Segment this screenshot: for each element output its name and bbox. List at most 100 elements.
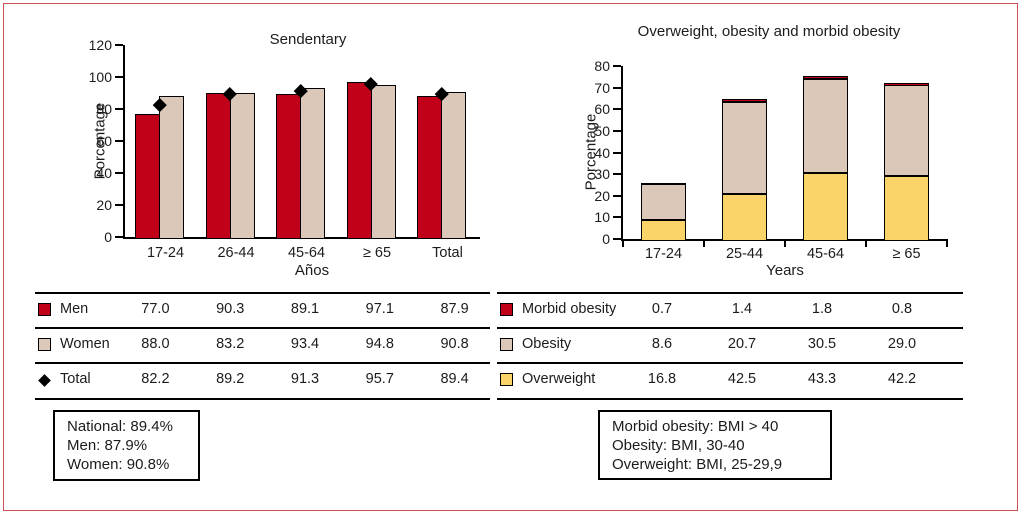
row-label-total: Total [60,371,91,387]
x-category-label-25-44: 25-44 [725,246,764,262]
y-tick-mark [115,76,123,78]
y-tick-mark [613,194,621,197]
bar-women-Total [441,91,466,239]
y-axis-line [123,45,125,239]
table-rule [497,362,963,364]
y-tick-mark [613,86,621,89]
table-cell: 83.2 [216,335,245,352]
y-tick-label: 40 [96,165,112,181]
x-tick-mark [865,241,867,247]
table-cell: 30.5 [807,335,837,352]
table-rule [35,362,490,364]
figure-border-frame [3,3,1018,511]
y-tick-label: 60 [96,133,112,149]
table-cell: 8.6 [651,335,673,352]
y-tick-mark [613,108,621,111]
table-cell: 0.8 [891,300,913,317]
y-tick-mark [613,216,621,219]
y-tick-label: 20 [594,187,610,204]
y-tick-label: 0 [104,229,112,245]
table-cell: 94.8 [365,335,394,352]
y-tick-mark [115,204,123,206]
table-cell: 42.2 [887,371,917,387]
obesity-chart-title: Overweight, obesity and morbid obesity [637,23,901,40]
table-cell: 16.8 [647,371,677,387]
row-label-morbid-obesity: Morbid obesity [522,300,617,317]
y-tick-mark [613,173,621,176]
bar-women-17-24 [159,96,184,239]
bar-women-45-64 [300,87,325,239]
x-category-label-17-24: 17-24 [146,245,185,261]
legend-swatch-red-square [500,302,513,316]
stack-segment-0-45-64 [803,173,848,241]
bar-women-26-44 [229,93,255,239]
table-cell: 89.1 [290,300,320,317]
table-cell: 42.5 [727,371,757,387]
table-cell: 43.3 [807,371,837,387]
table-cell: 77.0 [141,300,170,317]
table-cell: 0.7 [651,300,673,317]
note-line-obesity: Obesity: BMI, 30-40 [612,437,745,454]
y-tick-mark [613,238,621,240]
table-rule [497,292,963,294]
y-tick-label: 60 [594,101,610,118]
table-cell: 89.2 [216,371,245,387]
table-rule [35,398,490,400]
x-tick-mark [784,241,786,247]
row-label-men: Men [60,300,89,317]
y-tick-label: 80 [96,101,112,117]
x-category-label-45-64: 45-64 [806,246,845,262]
row-label-overweight: Overweight [522,371,596,387]
y-axis-line [621,66,623,241]
table-rule [497,398,963,400]
note-line-men: Men: 87.9% [67,437,148,454]
sedentary-x-axis-title: Años [294,262,330,279]
stack-segment-2-25-44 [722,99,767,103]
bmi-definitions-box: Morbid obesity: BMI > 40 Obesity: BMI, 3… [598,410,832,480]
table-cell: 97.1 [365,300,394,317]
table-rule [35,292,490,294]
table-cell: 87.9 [440,300,469,317]
y-tick-label: 10 [594,209,610,226]
y-tick-label: 30 [594,166,610,183]
stack-segment-0-17-24 [641,220,686,241]
x-category-label-45-64: 45-64 [287,245,326,261]
x-tick-mark [622,241,624,247]
bar-women-≥ 65 [370,85,396,239]
stack-segment-0-25-44 [722,194,767,241]
note-line-overweight: Overweight: BMI, 25-29,9 [612,456,783,473]
table-cell: 90.8 [440,335,469,352]
note-line-national: National: 89.4% [67,418,173,435]
y-tick-label: 120 [88,37,112,53]
y-tick-label: 40 [594,144,610,161]
y-tick-mark [115,172,123,174]
y-tick-label: 70 [594,79,610,96]
stack-segment-0-≥ 65 [884,176,929,241]
table-cell: 91.3 [290,371,320,387]
x-category-label-26-44: 26-44 [217,245,255,261]
x-tick-mark [946,241,948,247]
table-cell: 88.0 [141,335,170,352]
stack-segment-1-45-64 [803,79,848,174]
y-tick-mark [115,44,123,46]
x-category-label-17-24: 17-24 [644,246,683,262]
table-rule [35,327,490,329]
table-cell: 90.3 [216,300,245,317]
y-tick-label: 20 [96,197,112,213]
table-cell: 29.0 [887,335,917,352]
stack-segment-2-17-24 [641,182,686,186]
table-cell: 93.4 [290,335,320,352]
y-tick-label: 50 [594,122,610,139]
y-tick-mark [115,236,123,238]
stack-segment-1-25-44 [722,102,767,195]
y-tick-mark [613,65,621,67]
x-axis-line [621,239,948,241]
y-tick-label: 0 [602,231,610,247]
note-line-women: Women: 90.8% [67,456,170,473]
y-tick-mark [613,129,621,132]
